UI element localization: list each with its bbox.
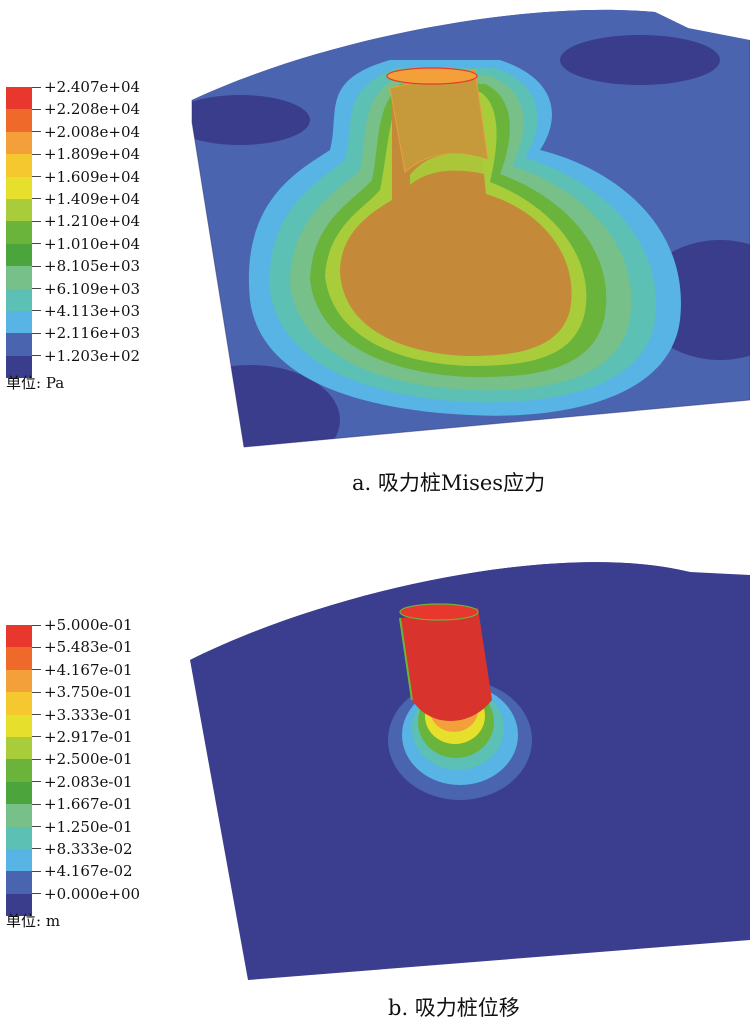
legend-value: +1.010e+04 bbox=[44, 234, 141, 253]
legend-swatch bbox=[6, 266, 32, 289]
legend-tick bbox=[32, 153, 41, 155]
legend-tick bbox=[32, 691, 41, 693]
legend-unit-a: 单位: Pa bbox=[6, 374, 65, 392]
legend-value: +2.917e-01 bbox=[44, 727, 133, 746]
legend-swatch bbox=[6, 781, 32, 805]
pile-body-b bbox=[400, 608, 492, 721]
legend-value: +2.407e+04 bbox=[44, 78, 141, 96]
legend-tick bbox=[32, 893, 41, 895]
legend-value: +2.083e-01 bbox=[44, 772, 133, 791]
legend-value: +3.750e-01 bbox=[44, 683, 133, 702]
legend-tick bbox=[32, 870, 41, 872]
legend-swatch bbox=[6, 310, 32, 334]
legend-tick bbox=[32, 669, 41, 671]
legend-value: +2.116e+03 bbox=[44, 324, 141, 343]
legend-value: +1.210e+04 bbox=[44, 212, 141, 231]
legend-swatch bbox=[6, 669, 32, 693]
legend-value: +4.167e-01 bbox=[44, 660, 133, 679]
legend-swatch bbox=[6, 243, 32, 267]
legend-swatch bbox=[6, 87, 32, 110]
legend-swatch bbox=[6, 176, 32, 199]
legend-swatch bbox=[6, 736, 32, 760]
low-stress-zone-tr bbox=[560, 35, 720, 85]
legend-tick bbox=[32, 848, 41, 850]
legend-tick bbox=[32, 86, 41, 88]
legend-tick bbox=[32, 736, 41, 738]
legend-swatch bbox=[6, 625, 32, 648]
legend-swatch bbox=[6, 893, 32, 917]
caption-a: a. 吸力桩Mises应力 bbox=[352, 471, 546, 495]
legend-value: +6.109e+03 bbox=[44, 279, 141, 298]
legend-swatch bbox=[6, 333, 32, 356]
legend-value: +1.809e+04 bbox=[44, 145, 141, 164]
mises-stress-model bbox=[191, 9, 750, 448]
high-stress-bulb bbox=[340, 96, 572, 356]
legend-value: +2.008e+04 bbox=[44, 122, 141, 141]
legend-tick bbox=[32, 288, 41, 290]
legend-tick bbox=[32, 332, 41, 334]
legend-value: +5.483e-01 bbox=[44, 638, 133, 657]
legend-tick bbox=[32, 826, 41, 828]
legend-tick bbox=[32, 758, 41, 760]
displacement-model bbox=[190, 562, 750, 980]
legend-value: +3.333e-01 bbox=[44, 705, 133, 724]
caption-b: b. 吸力桩位移 bbox=[388, 996, 520, 1020]
legend-swatch bbox=[6, 647, 32, 670]
legend-tick bbox=[32, 176, 41, 178]
legend-value: +1.203e+02 bbox=[44, 346, 141, 365]
legend-value: +1.609e+04 bbox=[44, 167, 141, 186]
legend-tick bbox=[32, 220, 41, 222]
legend-swatch bbox=[6, 154, 32, 177]
legend-swatch bbox=[6, 714, 32, 737]
legend-swatch bbox=[6, 871, 32, 894]
legend-swatch bbox=[6, 848, 32, 872]
pile-top-b bbox=[399, 603, 479, 621]
legend-tick bbox=[32, 198, 41, 200]
legend-value: +8.333e-02 bbox=[44, 839, 133, 858]
legend-value: +4.167e-02 bbox=[44, 862, 133, 881]
legend-value: +1.409e+04 bbox=[44, 189, 141, 208]
legend-tick bbox=[32, 803, 41, 805]
low-stress-zone-bl bbox=[192, 365, 340, 448]
legend-swatch bbox=[6, 288, 32, 311]
low-stress-zone-tl bbox=[192, 95, 310, 145]
legend-value: +5.000e-01 bbox=[44, 616, 133, 634]
legend-value: +4.113e+03 bbox=[44, 301, 141, 320]
legend-swatch bbox=[6, 221, 32, 244]
legend-swatch bbox=[6, 692, 32, 715]
legend-tick bbox=[32, 108, 41, 110]
legend-swatch bbox=[6, 355, 32, 379]
legend-swatch bbox=[6, 804, 32, 827]
legend-tick bbox=[32, 624, 41, 626]
legend-value: +2.500e-01 bbox=[44, 750, 133, 769]
legend-tick bbox=[32, 355, 41, 357]
legend-value: +1.250e-01 bbox=[44, 817, 133, 836]
legend-swatch bbox=[6, 198, 32, 222]
legend-tick bbox=[32, 131, 41, 133]
legend-tick bbox=[32, 243, 41, 245]
legend-tick bbox=[32, 646, 41, 648]
legend-swatch bbox=[6, 109, 32, 132]
pile-top-a bbox=[386, 67, 478, 85]
legend-tick bbox=[32, 265, 41, 267]
legend-swatch bbox=[6, 826, 32, 849]
legend-value: +0.000e+00 bbox=[44, 884, 141, 903]
legend-tick bbox=[32, 714, 41, 716]
legend-unit-b: 单位: m bbox=[6, 912, 61, 930]
legend-value: +1.667e-01 bbox=[44, 795, 133, 814]
legend-value: +8.105e+03 bbox=[44, 257, 141, 276]
legend-swatch bbox=[6, 131, 32, 155]
legend-swatch bbox=[6, 759, 32, 782]
legend-tick bbox=[32, 310, 41, 312]
legend-value: +2.208e+04 bbox=[44, 100, 141, 119]
low-stress-zone-r bbox=[640, 240, 750, 360]
legend-tick bbox=[32, 781, 41, 783]
